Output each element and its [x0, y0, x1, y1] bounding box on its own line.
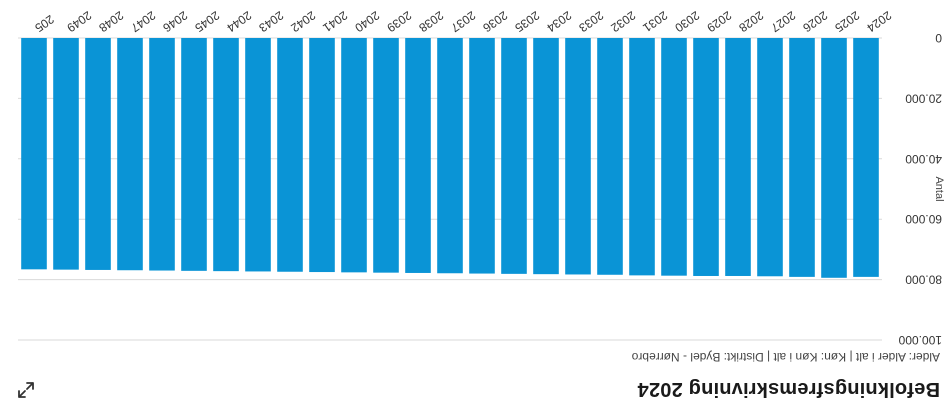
x-tick-label: 2029 [704, 8, 734, 35]
bar-2030[interactable] [661, 38, 687, 276]
x-tick-label: 2039 [384, 8, 414, 35]
y-tick-label: 0 [935, 31, 942, 45]
bar-2024[interactable] [853, 38, 879, 277]
bar-2044[interactable] [213, 38, 239, 272]
x-tick-label: 2031 [640, 8, 670, 35]
x-tick-label: 2028 [736, 8, 766, 35]
x-tick-label: 2048 [96, 8, 126, 35]
x-tick-label: 2037 [448, 8, 478, 35]
x-tick-label: 2045 [192, 8, 222, 35]
bar-2028[interactable] [725, 38, 751, 276]
bar-2040[interactable] [341, 38, 367, 273]
x-tick-label: 2042 [288, 8, 318, 35]
bars [21, 38, 879, 278]
x-tick-label: 2038 [416, 8, 446, 35]
bar-2027[interactable] [757, 38, 783, 277]
y-axis: 0 20.000 40.000 60.000 80.000 100.000 [898, 31, 942, 347]
y-axis-title: Antal [933, 176, 945, 201]
y-tick-label: 80.000 [905, 273, 942, 287]
expand-arrows-icon [17, 377, 35, 400]
bar-2043[interactable] [245, 38, 271, 272]
x-tick-label: 2047 [128, 8, 158, 35]
bar-2038[interactable] [405, 38, 431, 273]
x-tick-label: 2044 [224, 8, 254, 35]
x-tick-label: 2035 [512, 8, 542, 35]
x-tick-label: 2049 [64, 8, 94, 35]
bar-2029[interactable] [693, 38, 719, 276]
x-tick-label: 2026 [800, 8, 830, 35]
y-tick-label: 60.000 [905, 212, 942, 226]
bar-2048[interactable] [85, 38, 111, 270]
x-tick-label: 2024 [864, 8, 894, 35]
bar-2025[interactable] [821, 38, 847, 278]
y-tick-label: 20.000 [905, 91, 942, 105]
x-tick-label: 2043 [256, 8, 286, 35]
expand-button[interactable] [14, 376, 38, 400]
x-tick-label: 2027 [768, 8, 798, 35]
x-tick-label: 2030 [672, 8, 702, 35]
bar-2026[interactable] [789, 38, 815, 277]
x-tick-label: 2025 [832, 8, 862, 35]
x-tick-label: 2033 [576, 8, 606, 35]
bar-205[interactable] [21, 38, 47, 270]
x-tick-label: 205 [32, 12, 57, 35]
bar-2035[interactable] [501, 38, 527, 274]
bar-2039[interactable] [373, 38, 399, 273]
y-tick-label: 40.000 [905, 152, 942, 166]
bar-2046[interactable] [149, 38, 175, 271]
bar-2041[interactable] [309, 38, 335, 273]
bar-2037[interactable] [437, 38, 463, 274]
bar-2047[interactable] [117, 38, 143, 271]
bar-2042[interactable] [277, 38, 303, 272]
x-tick-label: 2040 [352, 8, 382, 35]
bar-2033[interactable] [565, 38, 591, 275]
bar-2031[interactable] [629, 38, 655, 276]
bar-2034[interactable] [533, 38, 559, 275]
y-tick-label: 100.000 [898, 333, 942, 347]
x-tick-label: 2036 [480, 8, 510, 35]
x-tick-label: 2034 [544, 8, 574, 35]
x-axis: 2024202520262027202820292030203120322033… [32, 8, 894, 35]
bar-2049[interactable] [53, 38, 79, 270]
x-tick-label: 2032 [608, 8, 638, 35]
bar-2045[interactable] [181, 38, 207, 271]
bar-2032[interactable] [597, 38, 623, 275]
x-tick-label: 2041 [320, 8, 350, 35]
bar-2036[interactable] [469, 38, 495, 274]
x-tick-label: 2046 [160, 8, 190, 35]
